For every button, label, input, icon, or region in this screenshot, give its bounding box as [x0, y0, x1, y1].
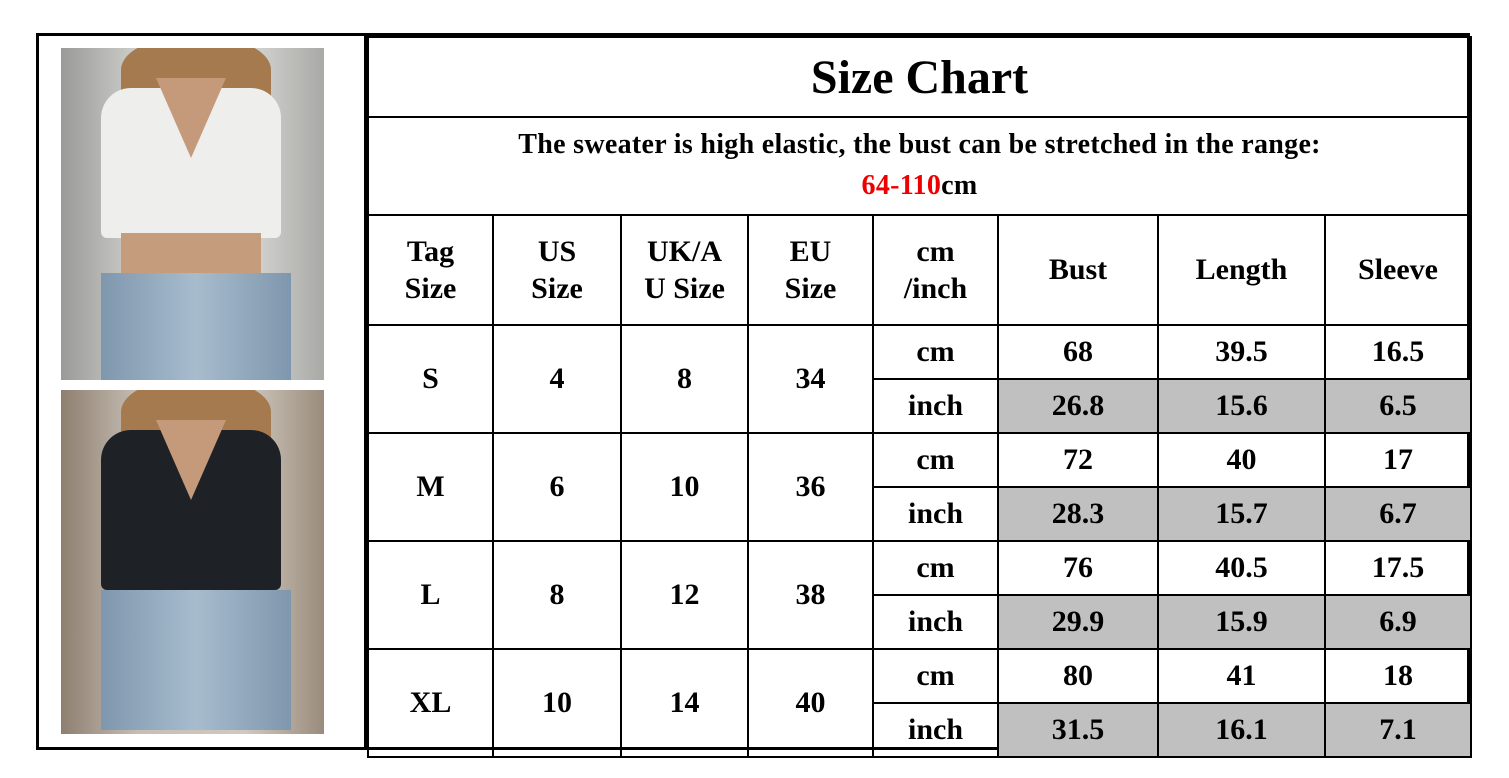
size-uk: 14	[620, 648, 749, 758]
length-inch: 15.6	[1157, 378, 1326, 434]
sleeve-inch: 6.7	[1323, 486, 1473, 542]
size-table: Size Chart The sweater is high elastic, …	[366, 36, 1473, 758]
unit-cm: cm	[872, 540, 999, 596]
column-header: Tag Size	[367, 214, 494, 326]
product-photos	[39, 36, 367, 747]
sleeve-cm: 17	[1323, 432, 1473, 488]
size-uk: 10	[620, 432, 749, 542]
size-eu: 38	[747, 540, 874, 650]
unit-cm: cm	[872, 324, 999, 380]
size-row-cm: S 4 8 34 cm 68 39.5 16.5	[367, 324, 1473, 434]
bust-cm: 80	[997, 648, 1159, 704]
chart-title: Size Chart	[366, 36, 1473, 118]
unit-inch: inch	[872, 594, 999, 650]
black-top-photo	[61, 390, 324, 734]
note-text: The sweater is high elastic, the bust ca…	[518, 129, 1321, 161]
size-eu: 34	[747, 324, 874, 434]
unit-inch: inch	[872, 486, 999, 542]
size-row-inch: inch 31.5 16.1 7.1	[368, 702, 1473, 758]
sleeve-cm: 18	[1323, 648, 1473, 704]
size-us: 4	[492, 324, 622, 434]
sleeve-inch: 6.5	[1323, 378, 1473, 434]
bust-inch: 26.8	[997, 378, 1159, 434]
size-us: 10	[492, 648, 622, 758]
unit-cm: cm	[872, 648, 999, 704]
sleeve-inch: 7.1	[1323, 702, 1473, 758]
range-unit: cm	[941, 170, 978, 201]
elastic-note: The sweater is high elastic, the bust ca…	[366, 116, 1473, 216]
length-cm: 39.5	[1157, 324, 1326, 380]
column-header: EU Size	[747, 214, 874, 326]
length-cm: 40	[1157, 432, 1326, 488]
bust-cm: 76	[997, 540, 1159, 596]
length-inch: 15.9	[1157, 594, 1326, 650]
size-chart-frame: Size Chart The sweater is high elastic, …	[36, 33, 1473, 758]
size-eu: 36	[747, 432, 874, 542]
size-us: 6	[492, 432, 622, 542]
unit-cm: cm	[872, 432, 999, 488]
length-inch: 15.7	[1157, 486, 1326, 542]
size-tag: L	[367, 540, 494, 650]
bust-range: 64-110	[861, 170, 942, 201]
length-cm: 41	[1157, 648, 1326, 704]
size-tag: XL	[367, 648, 494, 758]
bust-inch: 29.9	[997, 594, 1159, 650]
white-top-photo	[61, 48, 324, 380]
bust-cm: 72	[997, 432, 1159, 488]
column-header: cm /inch	[872, 214, 999, 326]
column-header: US Size	[492, 214, 622, 326]
size-us: 8	[492, 540, 622, 650]
size-eu: 40	[747, 648, 874, 758]
size-row-inch: inch 28.3 15.7 6.7	[368, 486, 1473, 542]
size-row-inch: inch 26.8 15.6 6.5	[368, 378, 1473, 434]
length-inch: 16.1	[1157, 702, 1326, 758]
size-row-cm: M 6 10 36 cm 72 40 17	[367, 432, 1473, 542]
column-header: UK/A U Size	[620, 214, 749, 326]
bust-inch: 28.3	[997, 486, 1159, 542]
length-cm: 40.5	[1157, 540, 1326, 596]
unit-inch: inch	[872, 378, 999, 434]
size-row-cm: XL 10 14 40 cm 80 41 18	[367, 648, 1473, 758]
column-header: Bust	[997, 214, 1159, 326]
sleeve-cm: 16.5	[1323, 324, 1473, 380]
size-row-cm: L 8 12 38 cm 76 40.5 17.5	[367, 540, 1473, 650]
column-header: Length	[1157, 214, 1326, 326]
unit-inch: inch	[872, 702, 999, 758]
size-tag: S	[367, 324, 494, 434]
size-uk: 8	[620, 324, 749, 434]
size-tag: M	[367, 432, 494, 542]
column-header: Sleeve	[1323, 214, 1473, 326]
bust-inch: 31.5	[997, 702, 1159, 758]
bust-cm: 68	[997, 324, 1159, 380]
sleeve-inch: 6.9	[1323, 594, 1473, 650]
sleeve-cm: 17.5	[1323, 540, 1473, 596]
size-uk: 12	[620, 540, 749, 650]
size-row-inch: inch 29.9 15.9 6.9	[368, 594, 1473, 650]
